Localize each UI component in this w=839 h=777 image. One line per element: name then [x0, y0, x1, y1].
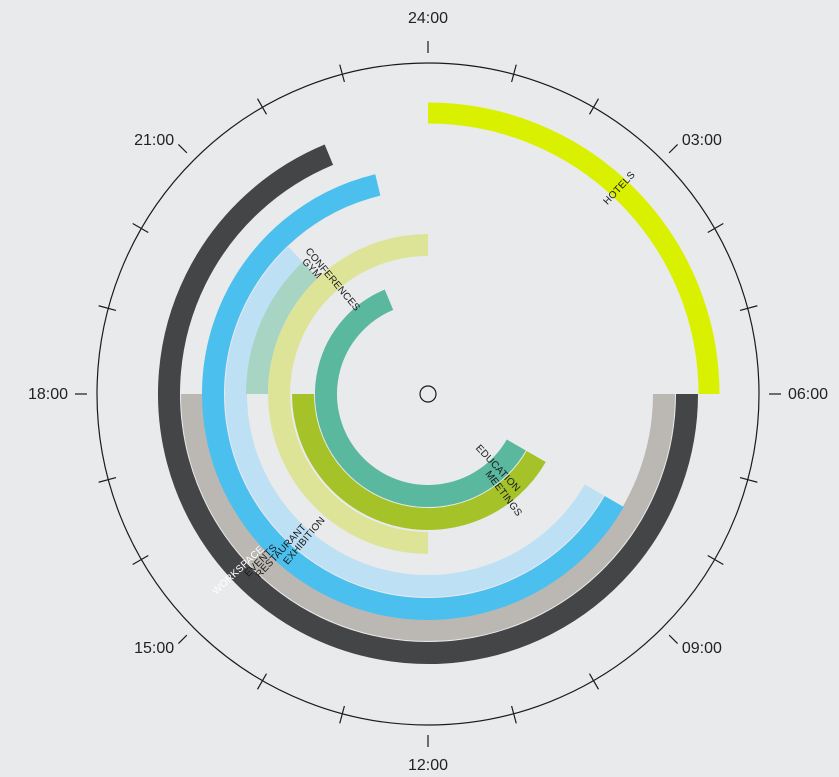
minor-tick	[707, 554, 724, 566]
series-arc-hotels	[427, 102, 720, 395]
hour-label: 15:00	[134, 640, 174, 657]
series-arc-workspace	[158, 144, 698, 664]
minor-tick	[588, 673, 600, 690]
minor-tick	[739, 305, 758, 311]
clock-face: 24:00 03:00 06:00 09:00 12:00 15:00 18:00 21:00	[28, 10, 828, 774]
minor-tick	[339, 705, 345, 724]
series-arc-meetings	[292, 393, 546, 530]
series-arc-exhibition	[225, 246, 604, 597]
major-tick	[668, 143, 679, 154]
hour-label: 12:00	[408, 757, 448, 772]
minor-tick	[511, 705, 517, 724]
hour-label: 06:00	[788, 386, 828, 403]
major-tick	[177, 143, 188, 154]
series-arc-restaurant	[202, 174, 624, 620]
major-tick	[668, 634, 679, 645]
minor-tick	[98, 305, 117, 311]
clock-outer-circle	[96, 62, 760, 726]
series-arc-education	[315, 289, 526, 507]
series-arc-events	[181, 393, 675, 641]
series-arc-gym	[246, 261, 319, 395]
hour-label: 21:00	[134, 132, 174, 149]
major-tick	[177, 634, 188, 645]
minor-tick	[511, 64, 517, 83]
clock-center-circle	[419, 385, 437, 403]
minor-tick	[132, 222, 149, 234]
hour-label: 03:00	[682, 132, 722, 149]
minor-tick	[132, 554, 149, 566]
hour-label: 24:00	[408, 10, 448, 27]
hour-label: 09:00	[682, 640, 722, 657]
hour-label: 18:00	[28, 386, 68, 403]
minor-tick	[98, 477, 117, 483]
series-arcs	[158, 102, 720, 664]
minor-tick	[339, 64, 345, 83]
minor-tick	[588, 98, 600, 115]
minor-tick	[707, 222, 724, 234]
minor-tick	[739, 477, 758, 483]
minor-tick	[256, 98, 268, 115]
minor-tick	[256, 673, 268, 690]
series-arc-conferences	[268, 234, 429, 554]
